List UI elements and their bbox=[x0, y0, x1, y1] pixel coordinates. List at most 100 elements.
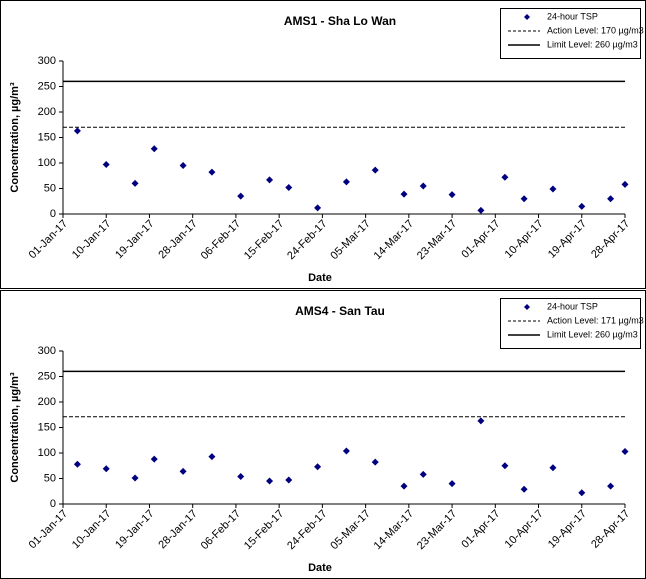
x-tick-label: 15-Feb-17 bbox=[242, 508, 286, 552]
data-point bbox=[578, 202, 586, 210]
legend bbox=[500, 298, 641, 349]
data-point bbox=[131, 474, 139, 482]
y-tick-label: 150 bbox=[38, 131, 56, 143]
y-axis-label: Concentration, µg/m³ bbox=[9, 82, 21, 193]
data-point bbox=[266, 176, 274, 184]
y-tick-label: 200 bbox=[38, 396, 56, 408]
x-tick-label: 10-Jan-17 bbox=[70, 508, 114, 552]
x-axis-label: Date bbox=[308, 562, 332, 574]
x-tick-label: 06-Feb-17 bbox=[199, 508, 243, 552]
data-point bbox=[179, 467, 187, 475]
data-point bbox=[448, 480, 456, 488]
x-tick-label: 06-Feb-17 bbox=[199, 218, 243, 262]
x-tick-label: 14-Mar-17 bbox=[372, 508, 416, 552]
data-point bbox=[607, 195, 615, 203]
data-point bbox=[549, 185, 557, 193]
data-point bbox=[371, 458, 379, 466]
legend-marker bbox=[524, 14, 530, 20]
data-point bbox=[520, 195, 528, 203]
data-point bbox=[578, 489, 586, 497]
data-point bbox=[237, 472, 245, 480]
data-point bbox=[477, 206, 485, 214]
data-point bbox=[150, 145, 158, 153]
data-point bbox=[314, 463, 322, 471]
data-point bbox=[237, 192, 245, 200]
x-axis-label: Date bbox=[308, 272, 332, 284]
x-tick-label: 23-Mar-17 bbox=[415, 218, 459, 262]
data-point bbox=[400, 482, 408, 490]
y-tick-label: 300 bbox=[38, 55, 56, 67]
data-point bbox=[371, 166, 379, 174]
data-point bbox=[285, 476, 293, 484]
data-point bbox=[179, 162, 187, 170]
x-tick-label: 24-Feb-17 bbox=[285, 508, 329, 552]
legend-label: Action Level: 170 µg/m3 bbox=[547, 25, 644, 35]
legend-label: 24-hour TSP bbox=[547, 11, 598, 21]
legend-label: Action Level: 171 µg/m3 bbox=[547, 315, 644, 325]
x-tick-label: 19-Jan-17 bbox=[113, 508, 157, 552]
y-tick-label: 200 bbox=[38, 106, 56, 118]
x-tick-label: 19-Apr-17 bbox=[546, 218, 589, 261]
y-tick-label: 300 bbox=[38, 345, 56, 357]
x-tick-label: 01-Apr-17 bbox=[459, 218, 502, 261]
data-point bbox=[549, 464, 557, 472]
data-point bbox=[607, 482, 615, 490]
legend-label: Limit Level: 260 µg/m3 bbox=[547, 329, 638, 339]
legend bbox=[500, 8, 641, 59]
x-tick-label: 10-Apr-17 bbox=[503, 508, 546, 551]
x-tick-label: 05-Mar-17 bbox=[328, 218, 372, 262]
data-point bbox=[266, 477, 274, 485]
x-tick-label: 01-Jan-17 bbox=[27, 218, 71, 262]
y-tick-label: 250 bbox=[38, 370, 56, 382]
y-tick-label: 0 bbox=[50, 208, 56, 220]
y-tick-label: 50 bbox=[44, 182, 56, 194]
legend-label: Limit Level: 260 µg/m3 bbox=[547, 39, 638, 49]
data-point bbox=[131, 179, 139, 187]
x-tick-label: 01-Apr-17 bbox=[459, 508, 502, 551]
data-point bbox=[448, 191, 456, 199]
data-point bbox=[477, 417, 485, 425]
x-tick-label: 28-Jan-17 bbox=[156, 508, 200, 552]
x-tick-label: 01-Jan-17 bbox=[27, 508, 71, 552]
x-tick-label: 28-Apr-17 bbox=[589, 218, 632, 261]
data-point bbox=[150, 455, 158, 463]
legend-label: 24-hour TSP bbox=[547, 301, 598, 311]
chart-title: AMS4 - San Tau bbox=[295, 304, 385, 318]
x-tick-label: 28-Apr-17 bbox=[589, 508, 632, 551]
x-tick-label: 23-Mar-17 bbox=[415, 508, 459, 552]
chart-title: AMS1 - Sha Lo Wan bbox=[284, 14, 396, 28]
data-point bbox=[208, 453, 216, 461]
data-point bbox=[342, 178, 350, 186]
data-point bbox=[501, 173, 509, 181]
y-tick-label: 100 bbox=[38, 157, 56, 169]
data-point bbox=[520, 485, 528, 493]
y-tick-label: 100 bbox=[38, 447, 56, 459]
data-point bbox=[419, 182, 427, 190]
x-tick-label: 10-Jan-17 bbox=[70, 218, 114, 262]
y-tick-label: 50 bbox=[44, 472, 56, 484]
data-point bbox=[314, 204, 322, 212]
x-tick-label: 24-Feb-17 bbox=[285, 218, 329, 262]
x-tick-label: 28-Jan-17 bbox=[156, 218, 200, 262]
data-point bbox=[102, 465, 110, 473]
data-point bbox=[501, 462, 509, 470]
x-tick-label: 19-Apr-17 bbox=[546, 508, 589, 551]
x-tick-label: 05-Mar-17 bbox=[328, 508, 372, 552]
y-tick-label: 150 bbox=[38, 421, 56, 433]
data-point bbox=[102, 161, 110, 169]
x-tick-label: 10-Apr-17 bbox=[503, 218, 546, 261]
x-tick-label: 15-Feb-17 bbox=[242, 218, 286, 262]
x-tick-label: 14-Mar-17 bbox=[372, 218, 416, 262]
data-point bbox=[285, 183, 293, 191]
data-point bbox=[400, 190, 408, 198]
data-point bbox=[73, 127, 81, 135]
data-point bbox=[419, 470, 427, 478]
y-tick-label: 0 bbox=[50, 498, 56, 510]
data-point bbox=[621, 180, 629, 188]
data-point bbox=[208, 168, 216, 176]
x-tick-label: 19-Jan-17 bbox=[113, 218, 157, 262]
legend-marker bbox=[524, 304, 530, 310]
y-tick-label: 250 bbox=[38, 80, 56, 92]
data-point bbox=[342, 447, 350, 455]
